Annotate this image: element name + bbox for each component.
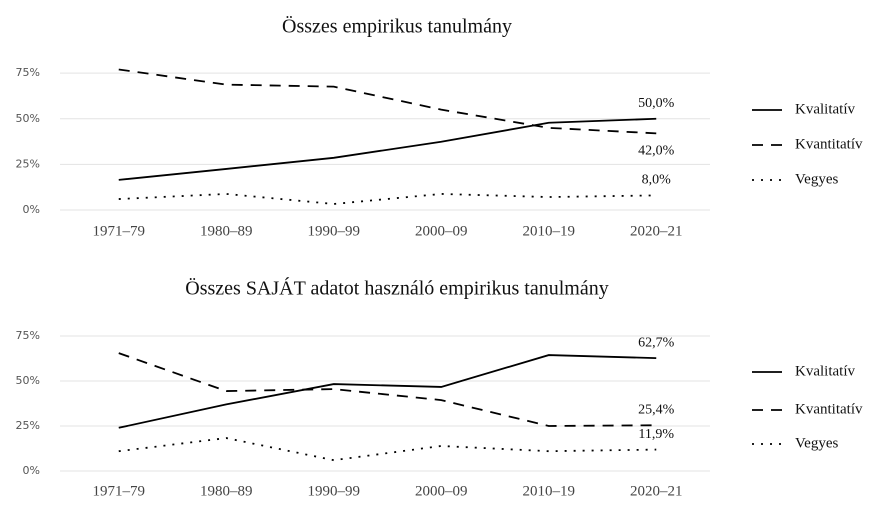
data-label: 25,4% xyxy=(638,402,675,417)
y-tick-label: 75% xyxy=(16,329,40,342)
chart-title: Összes empirikus tanulmány xyxy=(282,15,512,38)
y-tick-label: 25% xyxy=(16,157,40,170)
x-tick-label: 2000–09 xyxy=(415,223,468,239)
data-label: 11,9% xyxy=(638,427,674,442)
series-line xyxy=(118,193,657,205)
x-tick-label: 2010–19 xyxy=(523,223,576,239)
legend-label: Vegyes xyxy=(795,435,838,451)
series-line xyxy=(118,437,657,462)
x-tick-label: 1971–79 xyxy=(93,483,146,499)
series-line xyxy=(118,352,657,427)
x-tick-label: 1990–99 xyxy=(308,483,361,499)
data-label: 8,0% xyxy=(642,173,672,188)
y-tick-label: 75% xyxy=(16,66,40,79)
x-tick-label: 1990–99 xyxy=(308,223,361,239)
y-tick-label: 0% xyxy=(23,203,40,216)
legend-label: Kvalitatív xyxy=(795,363,855,379)
series-line xyxy=(118,354,657,429)
x-tick-label: 1971–79 xyxy=(93,223,146,239)
y-tick-label: 50% xyxy=(16,112,40,125)
series-line xyxy=(118,68,657,135)
chart-title: Összes SAJÁT adatot használó empirikus t… xyxy=(185,277,608,300)
x-tick-label: 1980–89 xyxy=(200,483,253,499)
x-tick-label: 1980–89 xyxy=(200,223,253,239)
legend-label: Kvantitatív xyxy=(795,401,863,417)
x-tick-label: 2020–21 xyxy=(630,483,683,499)
y-tick-label: 25% xyxy=(16,419,40,432)
legend-label: Kvalitatív xyxy=(795,101,855,117)
x-tick-label: 2000–09 xyxy=(415,483,468,499)
y-tick-label: 50% xyxy=(16,374,40,387)
legend-label: Kvantitatív xyxy=(795,136,863,152)
x-tick-label: 2010–19 xyxy=(523,483,576,499)
legend-label: Vegyes xyxy=(795,171,838,187)
data-label: 62,7% xyxy=(638,335,675,350)
data-label: 50,0% xyxy=(638,96,675,111)
y-tick-label: 0% xyxy=(23,464,40,477)
x-tick-label: 2020–21 xyxy=(630,223,683,239)
data-label: 42,0% xyxy=(638,144,675,159)
series-line xyxy=(118,117,657,181)
